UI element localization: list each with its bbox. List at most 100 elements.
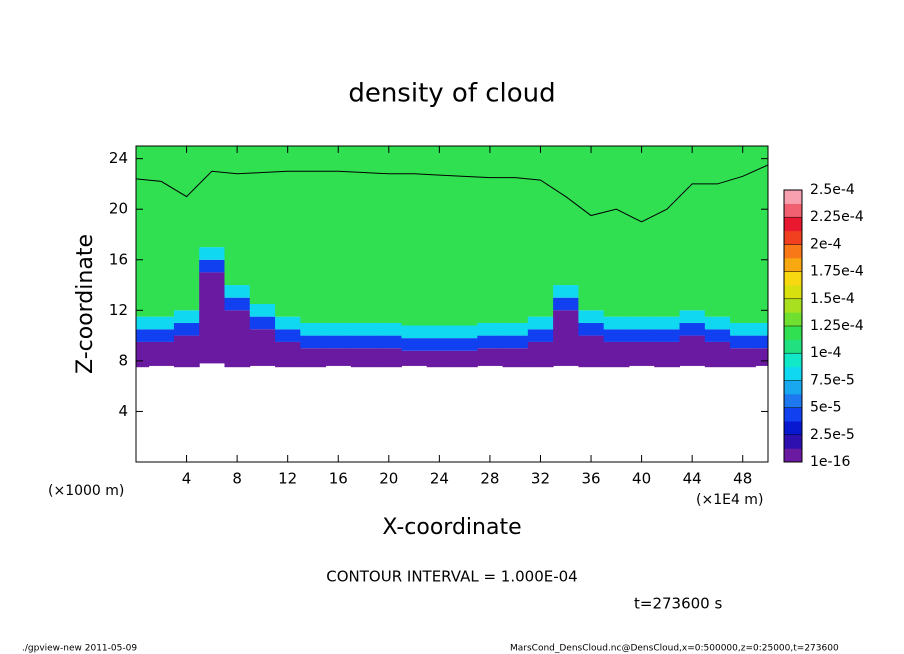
cloud-edge-layer xyxy=(224,285,251,298)
cloud-edge-layer xyxy=(199,247,225,260)
cloud-base-layer xyxy=(350,348,377,368)
cloud-transition-layer xyxy=(654,329,681,342)
cloud-transition-layer xyxy=(679,322,706,336)
y-axis-label: Z-coordinate xyxy=(73,234,98,374)
cloud-base-layer xyxy=(704,341,731,368)
x-scale-right: (×1E4 m) xyxy=(696,492,763,508)
cloud-edge-layer xyxy=(477,322,504,336)
cloud-base-layer xyxy=(275,341,301,368)
cloud-body xyxy=(452,146,478,326)
colorbar-swatch xyxy=(784,285,802,300)
colorbar-swatch xyxy=(784,258,802,272)
cloud-body xyxy=(300,146,327,323)
colorbar-label: 1.25e-4 xyxy=(810,318,864,334)
cloud-body xyxy=(401,146,428,326)
x-tick-label: 8 xyxy=(232,470,242,488)
footer-right: MarsCond_DensCloud.nc@DensCloud,x=0:5000… xyxy=(510,644,839,654)
cloud-transition-layer xyxy=(148,329,175,342)
cloud-transition-layer xyxy=(603,329,630,342)
cloud-body xyxy=(578,146,605,311)
contour-interval: CONTOUR INTERVAL = 1.000E-04 xyxy=(326,568,577,586)
cloud-base-layer xyxy=(300,348,327,368)
cloud-body xyxy=(704,146,731,317)
colorbar-swatch xyxy=(784,217,802,232)
cloud-body xyxy=(502,146,529,323)
cloud-transition-layer xyxy=(527,329,554,342)
cloud-body xyxy=(603,146,630,317)
colorbar-label: 5e-5 xyxy=(810,400,841,416)
cloud-transition-layer xyxy=(350,335,377,349)
cloud-body xyxy=(553,146,579,286)
cloud-edge-layer xyxy=(426,325,453,339)
cloud-body xyxy=(477,146,504,323)
cloud-body xyxy=(199,146,225,248)
y-tick-label: 20 xyxy=(109,200,128,218)
colorbar-swatch xyxy=(784,339,802,354)
cloud-base-layer xyxy=(679,335,706,366)
colorbar-swatch xyxy=(784,394,802,408)
cloud-edge-layer xyxy=(376,322,402,336)
cloud-edge-layer xyxy=(679,310,706,323)
colorbar-swatch xyxy=(784,366,802,381)
x-tick-label: 40 xyxy=(632,470,651,488)
colorbar-swatch xyxy=(784,244,802,259)
colorbar-swatch xyxy=(784,326,802,340)
cloud-base-layer xyxy=(502,348,529,368)
cloud-base-layer xyxy=(173,335,200,368)
colorbar-swatch xyxy=(784,448,802,463)
cloud-transition-layer xyxy=(275,329,301,342)
colorbar-label: 1e-16 xyxy=(810,454,850,470)
colorbar-label: 1e-4 xyxy=(810,345,842,361)
cloud-body xyxy=(376,146,402,323)
cloud-base-layer xyxy=(553,310,579,366)
x-tick-label: 16 xyxy=(329,470,348,488)
colorbar-label: 2.25e-4 xyxy=(810,209,864,225)
contour-line xyxy=(135,164,769,223)
cloud-transition-layer xyxy=(249,316,276,330)
cloud-body xyxy=(679,146,706,311)
cloud-body xyxy=(628,146,655,317)
cloud-edge-layer xyxy=(527,316,554,330)
cloud-body xyxy=(173,146,200,311)
cloud-transition-layer xyxy=(502,335,529,349)
cloud-base-layer xyxy=(401,350,428,366)
cloud-base-layer xyxy=(199,272,225,364)
cloud-transition-layer xyxy=(452,338,478,351)
cloud-transition-layer xyxy=(224,297,251,311)
cloud-transition-layer xyxy=(477,335,504,349)
cloud-edge-layer xyxy=(401,325,428,339)
colorbar-label: 7.5e-5 xyxy=(810,372,855,388)
cloud-body xyxy=(148,146,175,317)
colorbar-swatch xyxy=(784,271,802,286)
colorbar-label: 2e-4 xyxy=(810,236,842,252)
cloud-edge-layer xyxy=(300,322,327,336)
footer-left: ./gpview-new 2011-05-09 xyxy=(22,644,137,654)
cloud-base-layer xyxy=(628,341,655,366)
colorbar-swatch xyxy=(784,380,802,395)
cloud-body xyxy=(730,146,756,323)
cloud-transition-layer xyxy=(136,329,150,342)
colorbar-swatch xyxy=(784,312,802,327)
cloud-transition-layer xyxy=(578,322,605,336)
x-tick-label: 32 xyxy=(531,470,550,488)
cloud-edge-layer xyxy=(578,310,605,323)
x-tick-label: 36 xyxy=(581,470,600,488)
cloud-edge-layer xyxy=(628,316,655,330)
cloud-body xyxy=(426,146,453,326)
cloud-edge-layer xyxy=(136,316,150,330)
cloud-base-layer xyxy=(224,310,251,368)
cloud-base-layer xyxy=(325,348,352,366)
cloud-base-layer xyxy=(755,348,769,366)
cloud-body xyxy=(249,146,276,304)
colorbar-swatch xyxy=(784,353,802,368)
cloud-body xyxy=(350,146,377,323)
cloud-base-layer xyxy=(654,341,681,368)
cloud-base-layer xyxy=(477,348,504,366)
cloud-edge-layer xyxy=(704,316,731,330)
cloud-transition-layer xyxy=(755,335,769,349)
y-tick-label: 12 xyxy=(109,301,128,319)
cloud-edge-layer xyxy=(553,285,579,298)
cloud-base-layer xyxy=(527,341,554,368)
cloud-edge-layer xyxy=(148,316,175,330)
x-axis-label: X-coordinate xyxy=(382,515,521,540)
